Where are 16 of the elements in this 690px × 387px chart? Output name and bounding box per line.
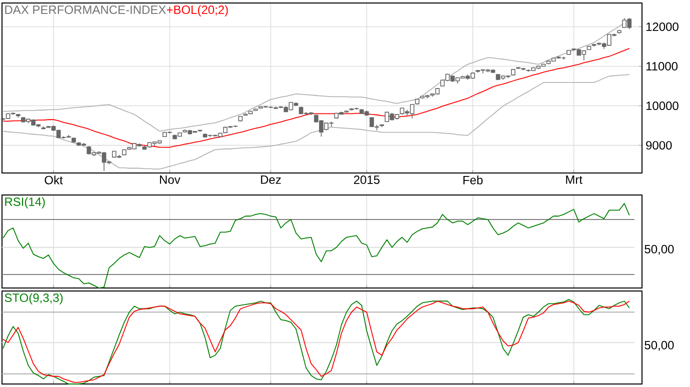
x-tick-label: Nov	[160, 176, 180, 184]
text: 50,00	[644, 244, 674, 255]
series-label: STO(9,3,3)	[4, 293, 63, 304]
y-tick-label: 12000	[646, 22, 678, 31]
x-tick-label: Dez	[261, 176, 281, 184]
x-tick-label: Okt	[44, 176, 63, 184]
x-tick-label: Feb	[463, 176, 483, 184]
y-tick-label: 9000	[646, 141, 672, 150]
chart-title: DAX PERFORMANCE-INDEX	[5, 6, 166, 14]
y-tick-label: 11000	[646, 62, 678, 70]
series-label: RSI(14)	[5, 197, 45, 208]
x-tick-label: 2015	[354, 176, 380, 184]
text: 50,00	[644, 340, 674, 351]
text: +BOL(20;2)	[166, 5, 228, 16]
y-tick-label: 10000	[646, 102, 678, 110]
x-tick-label: Mrt	[566, 176, 582, 184]
